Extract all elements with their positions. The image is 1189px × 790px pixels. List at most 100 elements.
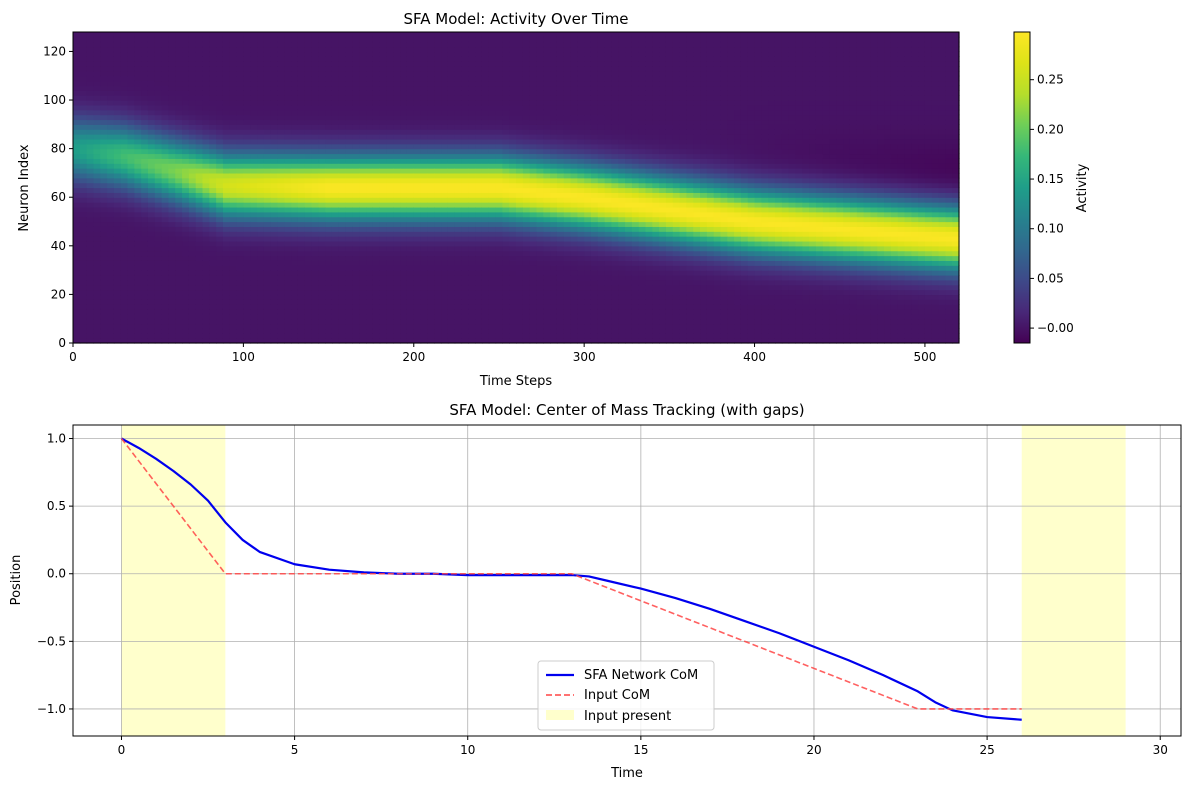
heatmap-cell xyxy=(141,338,149,344)
heatmap-cell xyxy=(413,274,422,281)
heatmap-cell xyxy=(345,70,354,77)
heatmap-cell xyxy=(441,236,449,242)
heatmap-cell xyxy=(304,211,313,218)
heatmap-cell xyxy=(182,197,190,203)
heatmap-cell xyxy=(284,95,292,101)
heatmap-cell xyxy=(338,80,347,87)
heatmap-cell xyxy=(154,216,163,223)
heatmap-cell xyxy=(311,119,319,125)
heatmap-cell xyxy=(277,284,285,291)
heatmap-cell xyxy=(120,80,129,87)
heatmap-cell xyxy=(134,80,142,87)
heatmap-cell xyxy=(345,177,354,184)
heatmap-cell xyxy=(168,129,176,135)
heatmap-chart: SFA Model: Activity Over Time 0 100 200 300… xyxy=(17,10,1090,389)
heatmap-cell xyxy=(393,75,401,82)
heatmap-cell xyxy=(345,182,354,189)
heatmap-cell xyxy=(536,41,544,48)
heatmap-cell xyxy=(597,274,606,281)
heatmap-cell xyxy=(461,294,469,300)
heatmap-cell xyxy=(229,158,238,164)
heatmap-cell xyxy=(434,318,442,325)
heatmap-cell xyxy=(175,129,183,135)
heatmap-cell xyxy=(454,70,463,77)
heatmap-cell xyxy=(188,313,197,320)
heatmap-cell xyxy=(318,284,326,291)
heatmap-cell xyxy=(202,274,210,281)
heatmap-cell xyxy=(195,211,204,218)
heatmap-cell xyxy=(454,226,463,232)
heatmap-cell xyxy=(154,32,163,38)
heatmap-cell xyxy=(311,192,319,198)
heatmap-cell xyxy=(563,265,572,271)
heatmap-cell xyxy=(243,163,251,169)
heatmap-cell xyxy=(495,163,503,169)
heatmap-cell xyxy=(86,197,95,203)
heatmap-cell xyxy=(236,274,244,281)
heatmap-cell xyxy=(372,138,381,145)
heatmap-cell xyxy=(175,323,183,330)
heatmap-cell xyxy=(291,124,299,130)
heatmap-cell xyxy=(522,134,531,140)
heatmap-cell xyxy=(584,260,592,266)
heatmap-cell xyxy=(550,70,558,77)
heatmap-cell xyxy=(502,197,510,203)
heatmap-cell xyxy=(202,134,210,140)
heatmap-cell xyxy=(481,333,490,339)
heatmap-cell xyxy=(257,211,265,218)
heatmap-cell xyxy=(584,85,592,91)
heatmap-cell xyxy=(447,182,456,189)
heatmap-cell xyxy=(522,206,531,213)
heatmap-cell xyxy=(366,163,374,169)
heatmap-cell xyxy=(529,109,538,116)
heatmap-cell xyxy=(495,236,503,242)
heatmap-cell xyxy=(556,221,565,227)
heatmap-cell xyxy=(79,289,88,296)
heatmap-cell xyxy=(73,46,81,53)
heatmap-cell xyxy=(331,177,340,184)
heatmap-cell xyxy=(318,85,326,91)
heatmap-cell xyxy=(311,245,319,252)
heatmap-cell xyxy=(509,197,517,203)
heatmap-cell xyxy=(297,70,306,77)
heatmap-cell xyxy=(182,177,190,184)
heatmap-cell xyxy=(331,85,340,91)
heatmap-cell xyxy=(516,148,524,155)
heatmap-cell xyxy=(495,90,503,96)
heatmap-cell xyxy=(93,80,101,87)
heatmap-cell xyxy=(536,197,544,203)
heatmap-cell xyxy=(366,56,374,62)
heatmap-cell xyxy=(488,32,497,38)
heatmap-cell xyxy=(393,46,401,53)
heatmap-cell xyxy=(284,172,292,179)
heatmap-cell xyxy=(345,333,354,339)
heatmap-cell xyxy=(488,255,497,261)
heatmap-cell xyxy=(345,323,354,330)
heatmap-cell xyxy=(543,66,551,72)
heatmap-cell xyxy=(584,216,592,223)
heatmap-cell xyxy=(127,202,135,208)
heatmap-cell xyxy=(461,168,469,174)
heatmap-cell xyxy=(202,308,210,315)
heatmap-cell xyxy=(536,202,544,208)
heatmap-cell xyxy=(284,124,292,130)
heatmap-cell xyxy=(304,104,313,111)
heatmap-cell xyxy=(188,100,197,106)
heatmap-cell xyxy=(563,299,572,305)
heatmap-cell xyxy=(379,245,388,252)
heatmap-cell xyxy=(420,279,428,286)
heatmap-cell xyxy=(250,192,258,198)
heatmap-cell xyxy=(543,260,551,266)
heatmap-cell xyxy=(352,240,360,247)
heatmap-cell xyxy=(550,313,558,320)
heatmap-cell xyxy=(154,66,163,72)
heatmap-cell xyxy=(113,163,122,169)
heatmap-cell xyxy=(550,158,558,164)
heatmap-cell xyxy=(393,323,401,330)
heatmap-cell xyxy=(79,270,88,276)
heatmap-cell xyxy=(161,236,170,242)
heatmap-cell xyxy=(529,279,538,286)
heatmap-cell xyxy=(366,308,374,315)
heatmap-cell xyxy=(202,163,210,169)
heatmap-cell xyxy=(195,51,204,57)
